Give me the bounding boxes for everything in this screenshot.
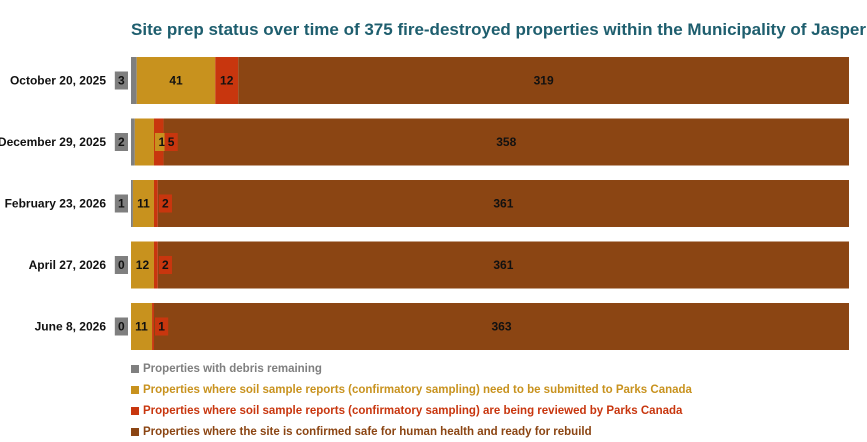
data-label: 3 [118,74,125,88]
legend-swatch [131,385,139,394]
data-label: 361 [493,258,513,272]
bar-segment [134,118,154,166]
category-label: October 20, 2025 [10,74,106,88]
data-label: 2 [162,197,169,211]
data-label-background [164,133,178,151]
legend-swatch [131,364,139,373]
legend-label: Properties with debris remaining [143,362,322,375]
bar-segment [163,118,850,166]
data-label: 361 [493,197,513,211]
data-label: 12 [136,258,150,272]
bar-segment [131,303,153,350]
data-label: 12 [220,74,234,88]
legend-item: Properties where soil sample reports (co… [131,400,692,421]
bar-segments [131,57,850,350]
bar-segment [131,118,135,166]
data-label-background [114,317,128,336]
bar-segment [238,57,850,104]
data-label-background [114,256,128,274]
data-label: 1 [118,197,125,211]
bar-segment [152,303,154,350]
segment-data-labels: 341123192105358111236101223610111363 [114,71,554,336]
bar-segment [215,57,239,104]
legend-label: Properties where soil sample reports (co… [143,404,683,417]
bar-segment [132,180,154,227]
legend-swatch [131,406,139,415]
bar-segment [153,303,849,350]
category-labels: October 20, 2025 December 29, 2025 Februar… [0,74,106,334]
data-label: 319 [534,74,554,88]
category-label: April 27, 2026 [29,258,107,272]
data-label: 358 [496,135,516,149]
data-label: 0 [118,258,125,272]
chart-title: Site prep status over time of 375 fire-d… [131,20,866,39]
data-label: 11 [137,197,150,211]
data-label-background [114,133,128,151]
legend-swatch [131,427,139,436]
legend-item: Properties where the site is confirmed s… [131,421,692,442]
bar-segment [153,180,158,227]
legend-label: Properties where the site is confirmed s… [143,425,592,438]
legend-item: Properties where soil sample reports (co… [131,379,692,400]
data-label-background [154,317,169,336]
data-label-background [114,71,128,90]
data-label-background [158,256,173,274]
data-label-background [114,194,128,213]
bar-segment [131,241,154,289]
category-label: June 8, 2026 [35,320,107,334]
data-label: 2 [118,135,125,149]
data-label: 363 [491,320,511,334]
data-label-background [158,194,173,213]
bar-segment [136,57,216,104]
data-label: 41 [169,74,183,88]
category-label: February 23, 2026 [5,197,107,211]
data-label: 5 [168,135,175,149]
data-label: 2 [162,258,169,272]
data-label: 11 [135,320,148,334]
legend-item: Properties with debris remaining [131,358,692,379]
bar-segment [131,57,137,104]
bar-segment [157,241,850,289]
bar-segment [153,241,158,289]
bar-segment [157,180,850,227]
data-label: 0 [118,320,125,334]
legend: Properties with debris remaining Properti… [131,358,692,442]
category-label: December 29, 2025 [0,135,106,149]
legend-label: Properties where soil sample reports (co… [143,383,692,396]
bar-segment [131,180,133,227]
data-label: 1 [158,320,165,334]
